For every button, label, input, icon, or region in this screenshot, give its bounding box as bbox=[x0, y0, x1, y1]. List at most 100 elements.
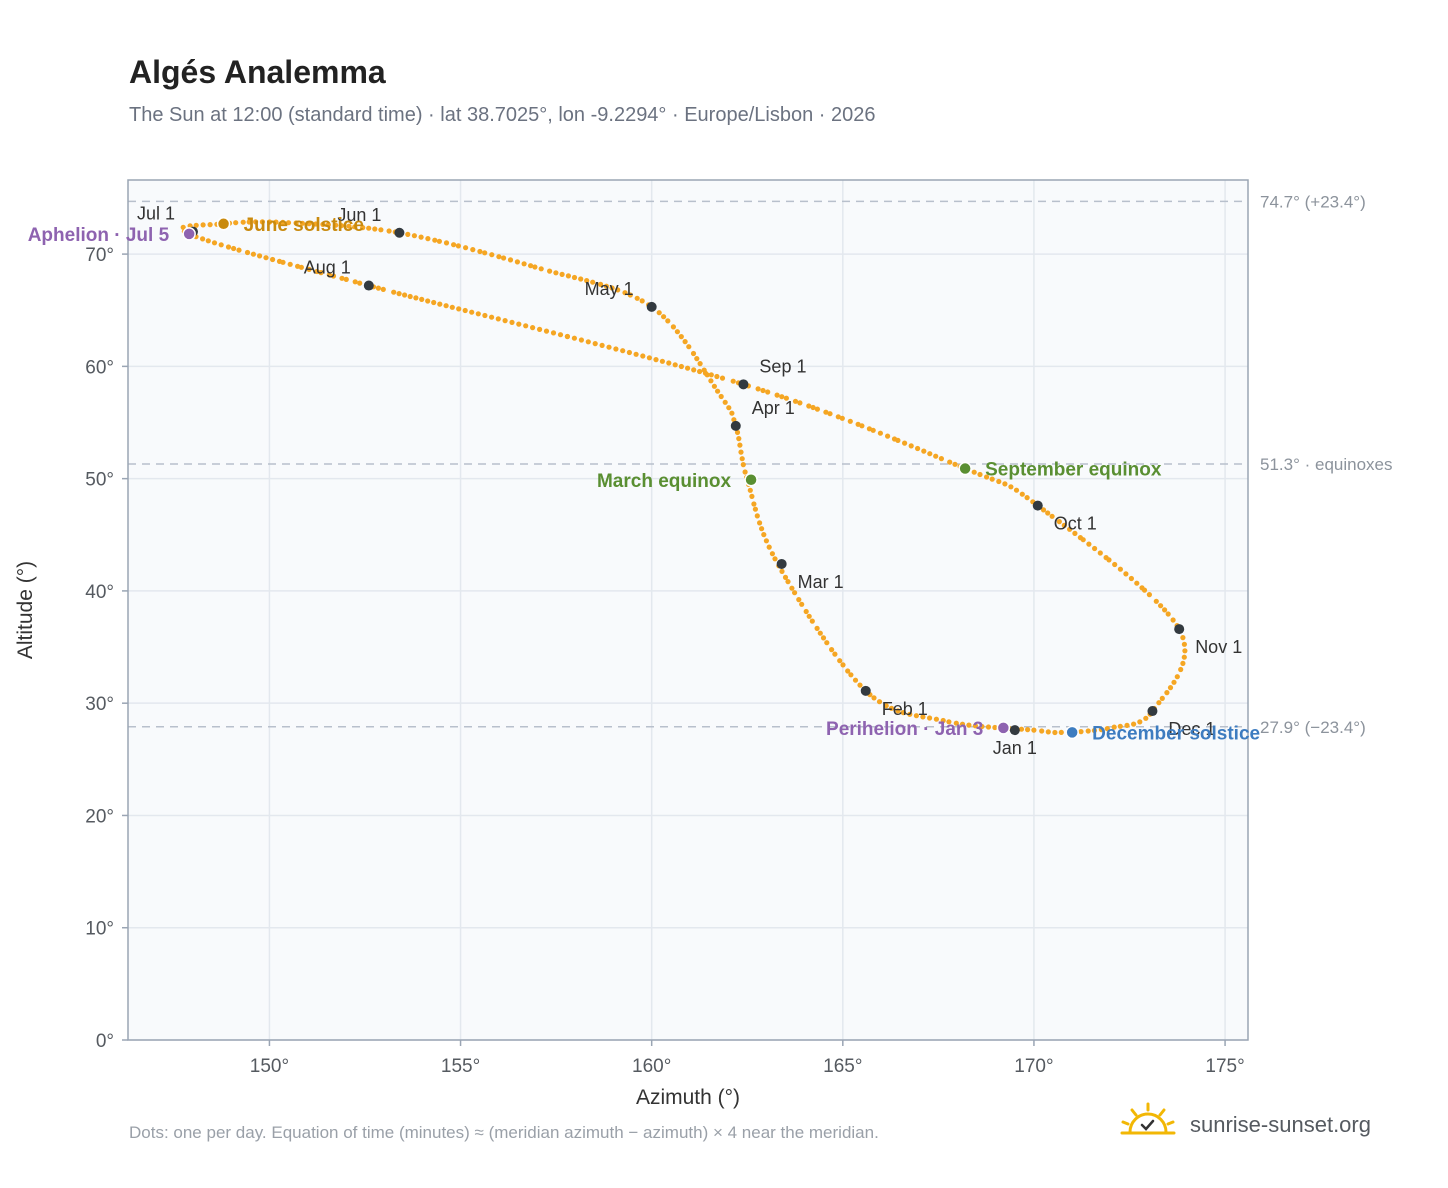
y-tick-label: 0° bbox=[96, 1031, 114, 1052]
daily-sun-dot bbox=[482, 312, 488, 319]
daily-sun-dot bbox=[1024, 495, 1030, 501]
brand-logo[interactable]: sunrise-sunset.org bbox=[1120, 1100, 1390, 1150]
daily-sun-dot bbox=[691, 367, 697, 373]
daily-sun-dot bbox=[726, 405, 732, 411]
daily-sun-dot bbox=[783, 395, 790, 401]
month-marker-dot bbox=[1174, 624, 1185, 635]
daily-sun-dot bbox=[1106, 557, 1112, 563]
daily-sun-dot bbox=[419, 296, 425, 302]
chart-title: Algés Analemma bbox=[129, 54, 386, 90]
plot-frame bbox=[127, 179, 1249, 1041]
daily-sun-dot bbox=[1049, 513, 1055, 519]
daily-sun-dot bbox=[1156, 700, 1162, 706]
daily-sun-dot bbox=[661, 314, 667, 320]
daily-sun-dot bbox=[810, 404, 816, 411]
daily-sun-dot bbox=[1180, 660, 1186, 667]
daily-sun-dot bbox=[1097, 550, 1103, 556]
daily-sun-dot bbox=[246, 219, 252, 225]
daily-sun-dot bbox=[244, 249, 251, 256]
daily-sun-dot bbox=[240, 219, 246, 225]
daily-sun-dot bbox=[538, 266, 544, 272]
month-marker-label: May 1 bbox=[585, 279, 634, 299]
daily-sun-dot bbox=[760, 387, 766, 394]
daily-sun-dot bbox=[646, 355, 653, 361]
daily-sun-dot bbox=[338, 223, 344, 229]
daily-sun-dot bbox=[211, 240, 218, 246]
daily-sun-dot bbox=[469, 309, 475, 315]
daily-sun-dot bbox=[757, 520, 763, 526]
y-tick-label: 50° bbox=[85, 470, 114, 491]
daily-sun-dot bbox=[352, 224, 358, 230]
daily-sun-dot bbox=[859, 423, 865, 429]
daily-sun-dot bbox=[779, 394, 785, 400]
x-axis-label: Azimuth (°) bbox=[636, 1086, 740, 1109]
x-tick-label: 160° bbox=[632, 1056, 671, 1077]
daily-sun-dot bbox=[708, 372, 714, 378]
daily-sun-dot bbox=[907, 711, 913, 717]
daily-sun-dot bbox=[413, 295, 419, 301]
daily-sun-dot bbox=[1111, 724, 1117, 730]
daily-sun-dot bbox=[200, 236, 206, 242]
y-tick-label: 20° bbox=[85, 806, 114, 827]
daily-sun-dot bbox=[797, 400, 803, 406]
daily-sun-dot bbox=[966, 722, 972, 728]
daily-sun-dot bbox=[839, 415, 845, 421]
daily-sun-dot bbox=[984, 474, 990, 480]
month-marker-label: Oct 1 bbox=[1054, 514, 1097, 534]
daily-sun-dot bbox=[432, 237, 438, 243]
y-tick-label: 60° bbox=[85, 357, 114, 378]
daily-sun-dot bbox=[634, 295, 640, 301]
daily-sun-dot bbox=[946, 719, 952, 725]
month-marker-label: Jun 1 bbox=[337, 205, 381, 225]
daily-sun-dot bbox=[298, 264, 304, 270]
daily-sun-dot bbox=[620, 348, 626, 354]
month-marker-label: Dec 1 bbox=[1168, 719, 1215, 739]
daily-sun-dot bbox=[1013, 487, 1020, 493]
daily-sun-dot bbox=[425, 298, 431, 304]
daily-sun-dot bbox=[900, 710, 906, 716]
y-tick-label: 70° bbox=[85, 245, 114, 266]
daily-sun-dot bbox=[971, 469, 977, 475]
daily-sun-dot bbox=[622, 290, 628, 296]
daily-sun-dot bbox=[1171, 679, 1177, 685]
daily-sun-dot bbox=[489, 252, 495, 258]
daily-sun-dot bbox=[516, 321, 522, 327]
daily-sun-dot bbox=[1128, 575, 1134, 582]
daily-sun-dot bbox=[694, 356, 700, 362]
month-marker-dot bbox=[776, 558, 787, 569]
daily-sun-dot bbox=[443, 240, 450, 246]
daily-sun-dot bbox=[686, 344, 692, 350]
daily-sun-dot bbox=[1124, 722, 1130, 729]
daily-sun-dot bbox=[1025, 727, 1031, 733]
daily-sun-dot bbox=[475, 311, 481, 317]
daily-sun-dot bbox=[702, 370, 709, 376]
daily-sun-dot bbox=[496, 254, 502, 260]
daily-sun-dot bbox=[996, 478, 1002, 485]
daily-sun-dot bbox=[1056, 519, 1062, 525]
daily-sun-dot bbox=[888, 705, 895, 711]
daily-sun-dot bbox=[835, 414, 841, 420]
daily-sun-dot bbox=[1008, 484, 1014, 490]
daily-sun-dot bbox=[640, 353, 646, 359]
daily-sun-dot bbox=[250, 251, 256, 257]
daily-sun-dot bbox=[270, 256, 276, 263]
daily-sun-dot bbox=[666, 360, 672, 366]
daily-sun-dot bbox=[559, 271, 565, 277]
daily-sun-dot bbox=[947, 459, 953, 465]
daily-sun-dot bbox=[845, 668, 851, 674]
daily-sun-dot bbox=[714, 373, 720, 380]
daily-sun-dot bbox=[796, 597, 802, 603]
daily-sun-dot bbox=[992, 724, 998, 731]
daily-sun-dot bbox=[599, 342, 605, 348]
daily-sun-dot bbox=[678, 363, 685, 370]
daily-sun-dot bbox=[507, 257, 514, 263]
daily-sun-dot bbox=[806, 403, 812, 409]
daily-sun-dot bbox=[495, 316, 501, 322]
daily-sun-dot bbox=[532, 264, 538, 270]
daily-sun-dot bbox=[718, 393, 724, 400]
daily-sun-dot bbox=[396, 291, 402, 297]
month-marker-label: Jul 1 bbox=[137, 204, 175, 224]
daily-sun-dot bbox=[218, 242, 224, 248]
daily-sun-dot bbox=[1178, 666, 1184, 673]
daily-sun-dot bbox=[952, 461, 958, 467]
